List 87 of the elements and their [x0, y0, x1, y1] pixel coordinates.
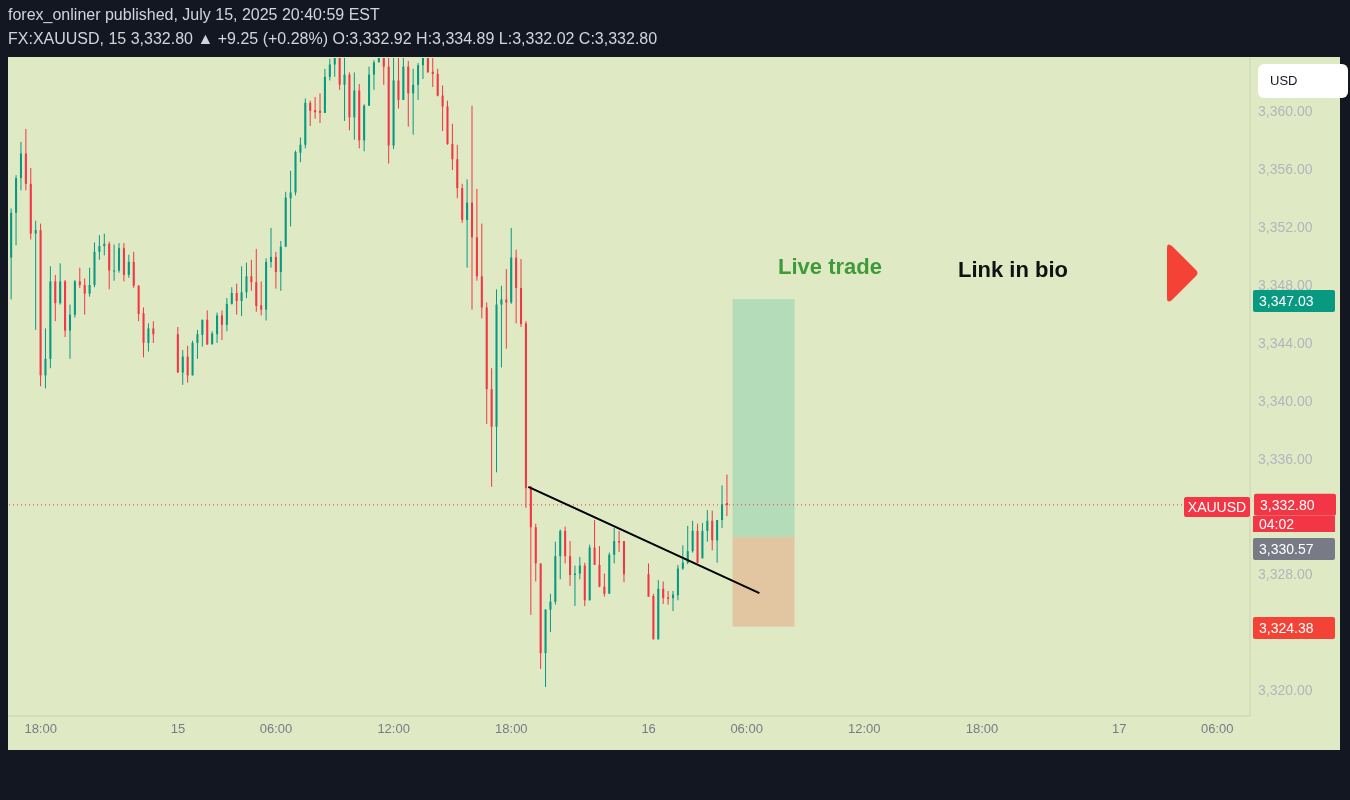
- text: 3,347.03: [1253, 290, 1335, 312]
- candlestick: [152, 320, 155, 344]
- candlestick: [593, 519, 596, 566]
- candlestick: [711, 510, 714, 551]
- candlestick: [436, 68, 439, 97]
- candlestick: [706, 509, 709, 543]
- candlestick: [382, 58, 385, 86]
- candlestick: [343, 58, 346, 122]
- ref-line-label: 3,332.80: [1260, 496, 1315, 513]
- candlestick: [598, 545, 601, 588]
- candlestick: [372, 59, 375, 91]
- candlestick: [274, 251, 277, 290]
- candlestick: [299, 137, 302, 163]
- candlestick: [245, 262, 248, 299]
- text: 3,330.57: [1253, 538, 1335, 560]
- candlestick: [578, 556, 581, 580]
- candlestick: [201, 319, 204, 348]
- candlestick: [662, 581, 665, 605]
- candlestick: [240, 265, 243, 317]
- candlestick: [691, 520, 694, 554]
- candlestick: [103, 233, 106, 256]
- candlestick: [216, 312, 219, 344]
- x-tick-label: 16: [641, 721, 656, 737]
- candlestick: [451, 123, 454, 171]
- x-tick-label: 06:00: [1201, 721, 1234, 737]
- candlestick: [181, 349, 184, 386]
- candlestick: [721, 484, 724, 529]
- candlestick: [647, 562, 650, 598]
- candlestick: [250, 259, 253, 292]
- text: 04:02: [1253, 516, 1335, 532]
- candlestick: [127, 254, 130, 279]
- candlestick: [255, 248, 258, 313]
- candlestick: [431, 58, 434, 88]
- candlestick: [88, 267, 91, 298]
- candlestick: [44, 327, 47, 389]
- candlestick: [500, 285, 503, 368]
- candlestick: [328, 58, 331, 81]
- candlestick: [225, 297, 228, 332]
- candlestick: [667, 590, 670, 606]
- x-tick-label: 18:00: [965, 721, 999, 737]
- candlestick: [147, 322, 150, 353]
- annotation: Live trade: [778, 254, 882, 280]
- annotation: Link in bio: [958, 257, 1068, 283]
- candlestick: [549, 593, 552, 633]
- candlestick: [466, 178, 469, 269]
- candlestick: [716, 519, 719, 564]
- candlestick: [117, 242, 121, 274]
- candlestick: [417, 62, 420, 101]
- x-tick-label: 18:00: [24, 721, 57, 737]
- candlestick: [68, 304, 72, 360]
- candlestick: [421, 58, 425, 80]
- candlestick: [59, 262, 62, 306]
- candlestick: [34, 220, 37, 331]
- candlestick: [613, 527, 616, 564]
- annotation: XAUUSD: [1184, 497, 1250, 517]
- chart-subtitle: FX:XAUUSD, 15 3,332.80 ▲ +9.25 (+0.28%) O:3,332.92 H:3,334.89 L:3,332.02 C:3,332.80: [8, 30, 658, 48]
- candlestick: [569, 540, 572, 587]
- candlestick: [54, 274, 57, 322]
- candlestick: [397, 58, 400, 110]
- x-tick-label: 18:00: [495, 721, 528, 737]
- chart-title: forex_onliner published, July 15, 2025 20:40:59 EST: [8, 6, 380, 24]
- candlestick: [260, 280, 263, 316]
- text: 3,324.38: [1253, 617, 1335, 639]
- candlestick: [186, 345, 189, 384]
- x-tick-label: 12:00: [377, 721, 410, 737]
- candlestick: [98, 234, 101, 261]
- x-tick-label: 06:00: [259, 721, 293, 737]
- candlestick: [196, 329, 199, 360]
- candlestick: [269, 227, 273, 269]
- candlestick: [132, 251, 135, 289]
- x-tick-label: 06:00: [730, 721, 763, 737]
- candlestick: [220, 309, 223, 341]
- x-tick-label: 17: [1112, 721, 1127, 737]
- candlestick: [235, 283, 238, 316]
- candlestick: [318, 92, 322, 124]
- candlestick: [78, 267, 81, 289]
- candlestick: [309, 100, 312, 127]
- candlestick: [441, 84, 444, 132]
- x-tick-label: 12:00: [848, 721, 881, 737]
- candlestick: [83, 278, 86, 316]
- x-tick-label: 15: [170, 721, 186, 737]
- candlestick: [289, 170, 292, 227]
- candlestick: [603, 573, 606, 598]
- candlestick: [113, 244, 116, 282]
- candlestick: [314, 96, 317, 120]
- candlestick: [333, 58, 336, 78]
- text: USD: [1258, 64, 1348, 98]
